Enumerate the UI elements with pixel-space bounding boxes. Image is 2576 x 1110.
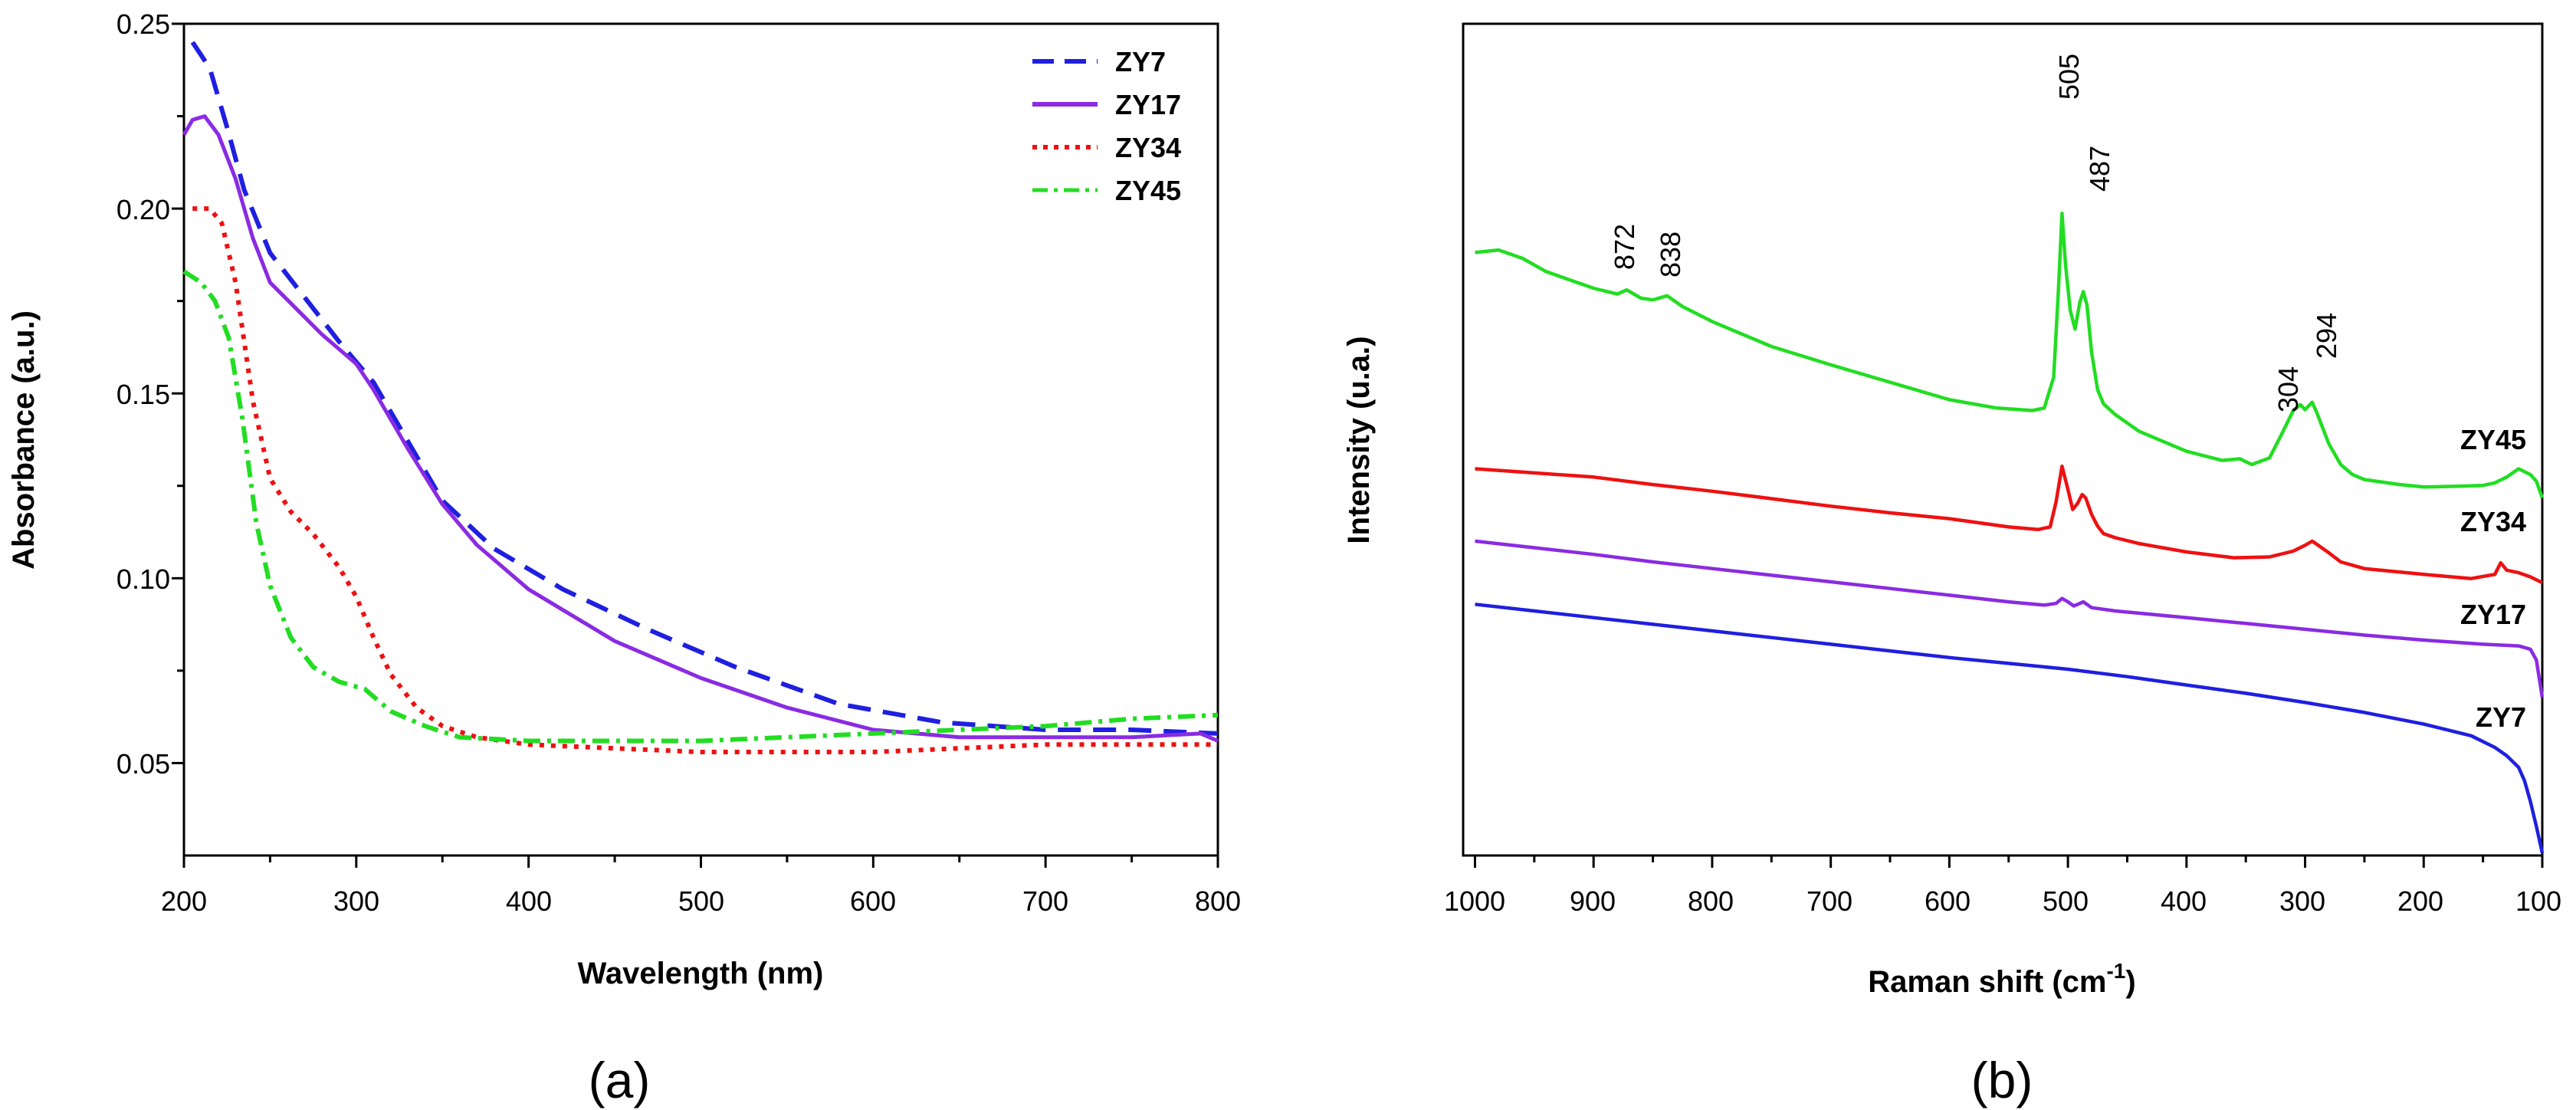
- panel-b-raman-chart: 1000 900 800 700 600 500 400 300 200 100…: [1342, 22, 2561, 1108]
- legend-label-zy17: ZY17: [1115, 89, 1181, 120]
- peak-label-294: 294: [2311, 313, 2342, 359]
- a-ytick-label: 0.25: [116, 8, 170, 40]
- b-xtick-label: 800: [1688, 885, 1734, 917]
- b-xtick-label: 200: [2397, 885, 2443, 917]
- panel-label-a: (a): [589, 1052, 651, 1108]
- a-xtick-label: 400: [506, 885, 552, 917]
- a-ytick-label: 0.05: [116, 748, 170, 780]
- a-ytick-label: 0.20: [116, 194, 170, 225]
- legend-label-zy7: ZY7: [1115, 46, 1166, 77]
- peak-label-505: 505: [2053, 54, 2085, 100]
- b-xtick-label: 1000: [1444, 885, 1505, 917]
- a-xtick-label: 500: [678, 885, 724, 917]
- legend-label-zy45: ZY45: [1115, 175, 1181, 206]
- series-line-zy45: [1475, 212, 2545, 499]
- a-xtick-label: 700: [1022, 885, 1068, 917]
- a-legend: ZY7 ZY17 ZY34 ZY45: [1032, 46, 1181, 206]
- panel-b-axis-ticks: [1473, 855, 2544, 868]
- panel-a-series-lines: [182, 41, 1219, 754]
- a-xtick-label: 800: [1195, 885, 1241, 917]
- a-ytick-label: 0.15: [116, 379, 170, 410]
- series-line-zy34: [192, 206, 1218, 754]
- b-x-axis-label-text: Raman shift (cm: [1868, 965, 2106, 999]
- curve-label-zy17: ZY17: [2460, 599, 2526, 630]
- panel-b-series-lines: [1475, 212, 2545, 854]
- curve-label-zy45: ZY45: [2460, 424, 2526, 455]
- series-line-zy17: [1475, 539, 2545, 698]
- b-xtick-label: 300: [2279, 885, 2325, 917]
- curve-label-zy7: ZY7: [2476, 701, 2526, 733]
- a-xtick-label: 300: [333, 885, 379, 917]
- a-y-axis-label: Absorbance (a.u.): [7, 310, 41, 570]
- b-x-axis-label-sup: -1: [2106, 959, 2125, 983]
- panel-a-axis-ticks: [172, 22, 1219, 868]
- b-xtick-label: 600: [1925, 885, 1971, 917]
- series-line-zy7: [1475, 603, 2545, 854]
- peak-label-872: 872: [1609, 224, 1640, 270]
- b-x-axis-label: Raman shift (cm-1): [1868, 959, 2135, 999]
- series-line-zy17: [182, 114, 1219, 743]
- a-x-axis-label: Wavelength (nm): [578, 957, 824, 990]
- peak-label-304: 304: [2272, 366, 2304, 412]
- b-x-axis-label-close: ): [2125, 965, 2135, 999]
- series-line-zy7: [190, 41, 1219, 736]
- series-line-zy34: [1475, 464, 2543, 585]
- b-xtick-label: 100: [2515, 885, 2561, 917]
- panel-label-b: (b): [1971, 1052, 2033, 1108]
- panel-a-absorbance-chart: 0.05 0.10 0.15 0.20 0.25 200 300 400 500…: [7, 8, 1241, 1108]
- a-ytick-label: 0.10: [116, 563, 170, 595]
- a-xtick-label: 600: [850, 885, 896, 917]
- peak-label-838: 838: [1655, 232, 1686, 278]
- b-y-axis-label: Intensity (u.a.): [1342, 336, 1376, 544]
- b-xtick-label: 400: [2161, 885, 2207, 917]
- series-line-zy45: [182, 269, 1219, 744]
- b-xtick-label: 700: [1806, 885, 1852, 917]
- a-xtick-label: 200: [161, 885, 207, 917]
- b-xtick-label: 500: [2043, 885, 2089, 917]
- b-xtick-label: 900: [1570, 885, 1616, 917]
- panel-b-plot-frame: [1462, 22, 2544, 857]
- legend-label-zy34: ZY34: [1115, 132, 1181, 163]
- curve-label-zy34: ZY34: [2460, 506, 2526, 537]
- peak-label-487: 487: [2084, 146, 2115, 192]
